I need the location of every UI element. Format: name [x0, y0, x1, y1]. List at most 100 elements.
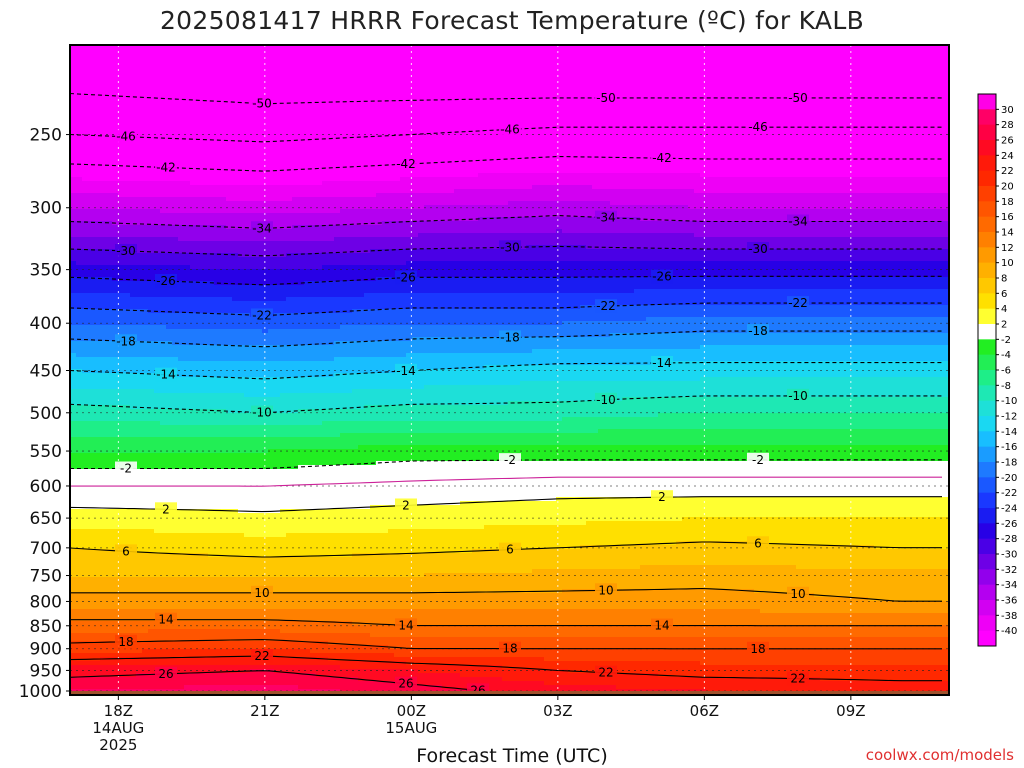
heat-cell — [184, 481, 191, 486]
heat-cell — [190, 665, 197, 670]
heat-cell — [196, 653, 203, 658]
heat-cell — [244, 305, 251, 310]
heat-cell — [100, 401, 107, 406]
heat-cell — [112, 625, 119, 630]
heat-cell — [106, 265, 113, 270]
heat-cell — [190, 601, 197, 606]
heat-cell — [154, 557, 161, 562]
heat-cell — [76, 569, 83, 574]
heat-cell — [178, 421, 185, 426]
heat-cell — [220, 121, 227, 126]
heat-cell — [166, 197, 173, 202]
heat-cell — [202, 453, 209, 458]
heat-cell — [244, 289, 251, 294]
heat-cell — [196, 409, 203, 414]
heat-cell — [250, 129, 257, 134]
heat-cell — [76, 69, 83, 74]
heat-cell — [244, 285, 251, 290]
heat-cell — [82, 561, 89, 566]
heat-cell — [76, 157, 83, 162]
heat-cell — [172, 493, 179, 498]
heat-cell — [172, 533, 179, 538]
heat-cell — [220, 589, 227, 594]
heat-cell — [130, 109, 137, 114]
heat-cell — [244, 561, 251, 566]
heat-cell — [172, 313, 179, 318]
heat-cell — [94, 525, 101, 530]
heat-cell — [208, 589, 215, 594]
heat-cell — [124, 393, 131, 398]
heat-cell — [250, 149, 257, 154]
heat-cell — [112, 609, 119, 614]
heat-cell — [76, 653, 83, 658]
heat-cell — [136, 501, 143, 506]
heat-cell — [214, 625, 221, 630]
heat-cell — [178, 489, 185, 494]
heat-cell — [88, 401, 95, 406]
heat-cell — [226, 105, 233, 110]
heat-cell — [130, 317, 137, 322]
heat-cell — [196, 329, 203, 334]
heat-cell — [166, 453, 173, 458]
heat-cell — [160, 453, 167, 458]
heat-cell — [148, 445, 155, 450]
heat-cell — [208, 445, 215, 450]
heat-cell — [118, 521, 125, 526]
heat-cell — [238, 333, 245, 338]
heat-cell — [184, 85, 191, 90]
heat-cell — [112, 377, 119, 382]
heat-cell — [100, 629, 107, 634]
heat-cell — [142, 217, 149, 222]
heat-cell — [100, 589, 107, 594]
heat-cell — [118, 321, 125, 326]
heat-cell — [166, 193, 173, 198]
heat-cell — [88, 465, 95, 470]
heat-cell — [202, 277, 209, 282]
heat-cell — [70, 273, 77, 278]
heat-cell — [70, 357, 77, 362]
heat-cell — [208, 437, 215, 442]
heat-cell — [130, 65, 137, 70]
heat-cell — [226, 89, 233, 94]
heat-cell — [94, 221, 101, 226]
heat-cell — [118, 241, 125, 246]
heat-cell — [160, 497, 167, 502]
heat-cell — [184, 333, 191, 338]
heat-cell — [202, 321, 209, 326]
heat-cell — [154, 629, 161, 634]
heat-cell — [226, 637, 233, 642]
heat-cell — [136, 481, 143, 486]
heat-cell — [208, 289, 215, 294]
heat-cell — [76, 145, 83, 150]
heat-cell — [154, 553, 161, 558]
heat-cell — [70, 353, 77, 358]
heat-cell — [172, 609, 179, 614]
heat-cell — [190, 421, 197, 426]
heat-cell — [142, 325, 149, 330]
heat-cell — [94, 49, 101, 54]
heat-cell — [202, 481, 209, 486]
heat-cell — [130, 429, 137, 434]
heat-cell — [136, 377, 143, 382]
heat-cell — [106, 553, 113, 558]
heat-cell — [82, 581, 89, 586]
heat-cell — [250, 89, 257, 94]
heat-cell — [196, 77, 203, 82]
heat-cell — [88, 389, 95, 394]
heat-cell — [184, 505, 191, 510]
heat-cell — [124, 205, 131, 210]
heat-cell — [118, 441, 125, 446]
heat-cell — [142, 89, 149, 94]
heat-cell — [178, 357, 185, 362]
heat-cell — [118, 653, 125, 658]
heat-cell — [130, 285, 137, 290]
heat-cell — [106, 685, 113, 690]
heat-cell — [238, 505, 245, 510]
heat-cell — [148, 493, 155, 498]
heat-cell — [166, 297, 173, 302]
heat-cell — [148, 225, 155, 230]
heat-cell — [172, 189, 179, 194]
heat-cell — [76, 397, 83, 402]
heat-cell — [232, 153, 239, 158]
heat-cell — [244, 85, 251, 90]
